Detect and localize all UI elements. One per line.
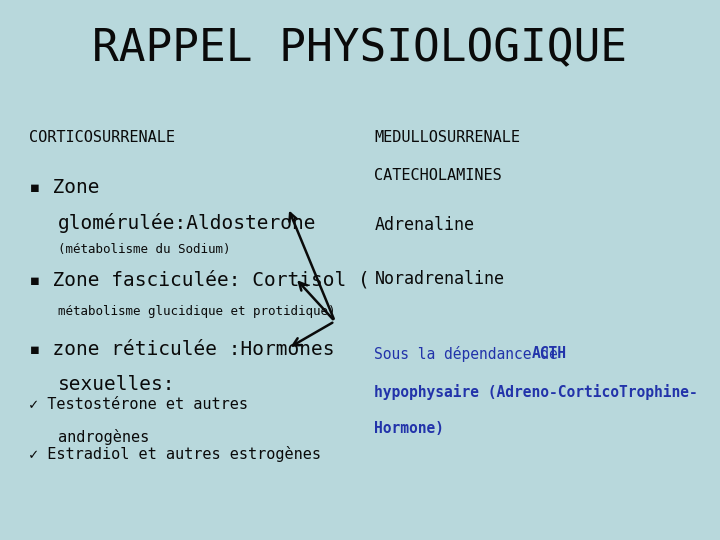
Text: androgènes: androgènes	[58, 429, 149, 445]
Text: Adrenaline: Adrenaline	[374, 216, 474, 234]
Text: ▪ zone réticulée :Hormones: ▪ zone réticulée :Hormones	[29, 340, 334, 359]
Text: métabolisme glucidique et protidique): métabolisme glucidique et protidique)	[58, 305, 335, 318]
Text: CATECHOLAMINES: CATECHOLAMINES	[374, 168, 502, 184]
Text: CORTICOSURRENALE: CORTICOSURRENALE	[29, 130, 175, 145]
Text: glomérulée:Aldosterone: glomérulée:Aldosterone	[58, 213, 316, 233]
Text: Sous la dépendance de: Sous la dépendance de	[374, 346, 567, 362]
Text: MEDULLOSURRENALE: MEDULLOSURRENALE	[374, 130, 521, 145]
Text: Hormone): Hormone)	[374, 421, 444, 436]
Text: RAPPEL PHYSIOLOGIQUE: RAPPEL PHYSIOLOGIQUE	[92, 27, 628, 70]
Text: Noradrenaline: Noradrenaline	[374, 270, 505, 288]
Text: ✓ Testostérone et autres: ✓ Testostérone et autres	[29, 397, 248, 412]
Text: (métabolisme du Sodium): (métabolisme du Sodium)	[58, 243, 230, 256]
Text: sexuelles:: sexuelles:	[58, 375, 175, 394]
Text: hypophysaire (Adreno-CorticoTrophine-: hypophysaire (Adreno-CorticoTrophine-	[374, 384, 698, 401]
Text: ▪ Zone fasciculée: Cortisol (: ▪ Zone fasciculée: Cortisol (	[29, 270, 369, 289]
Text: ▪ Zone: ▪ Zone	[29, 178, 99, 197]
Text: ACTH: ACTH	[531, 346, 567, 361]
Text: ✓ Estradiol et autres estrogènes: ✓ Estradiol et autres estrogènes	[29, 446, 321, 462]
